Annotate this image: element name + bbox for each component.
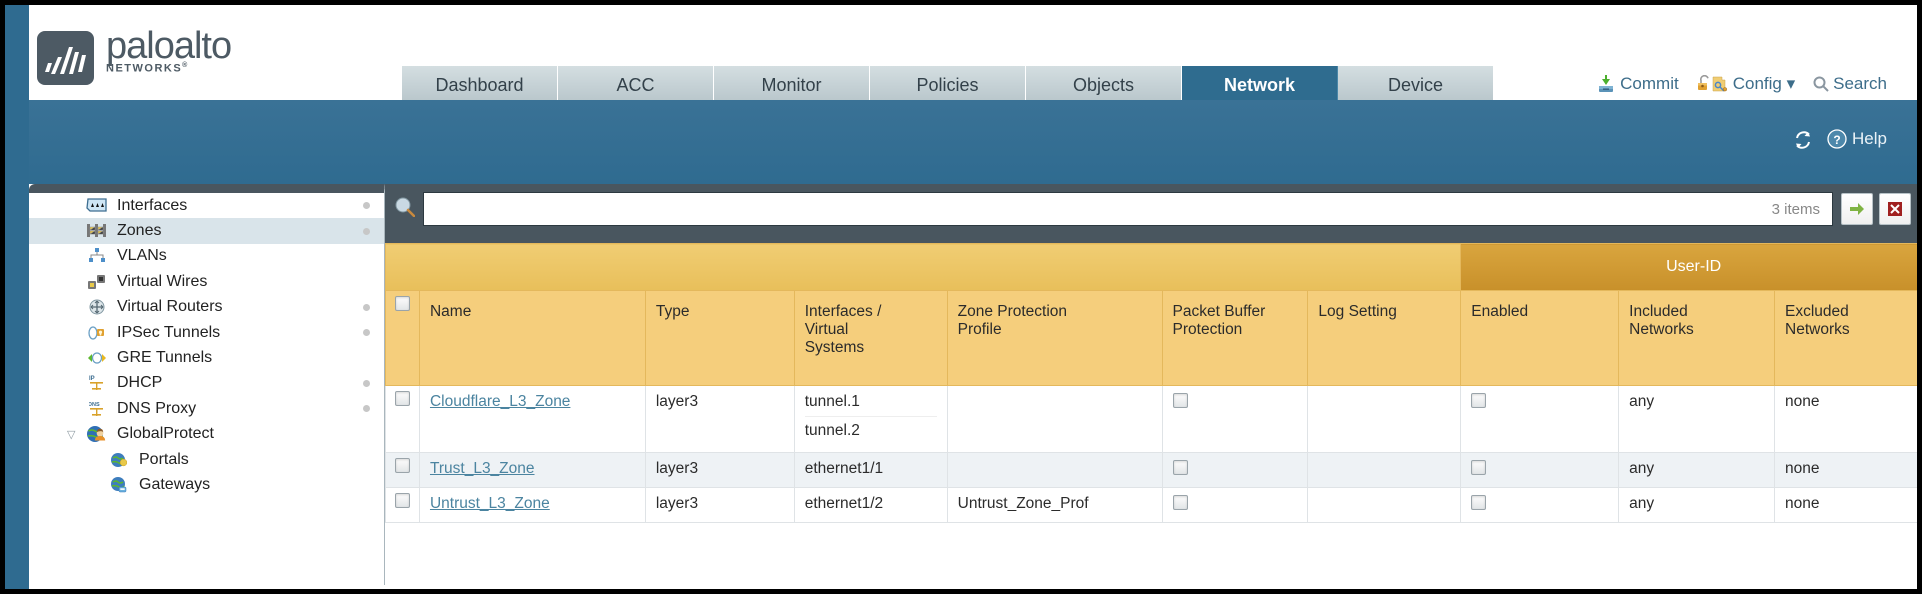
svg-text:?: ?	[1833, 133, 1840, 147]
svg-text:DNS: DNS	[89, 402, 100, 408]
svg-text:IP: IP	[89, 376, 95, 382]
